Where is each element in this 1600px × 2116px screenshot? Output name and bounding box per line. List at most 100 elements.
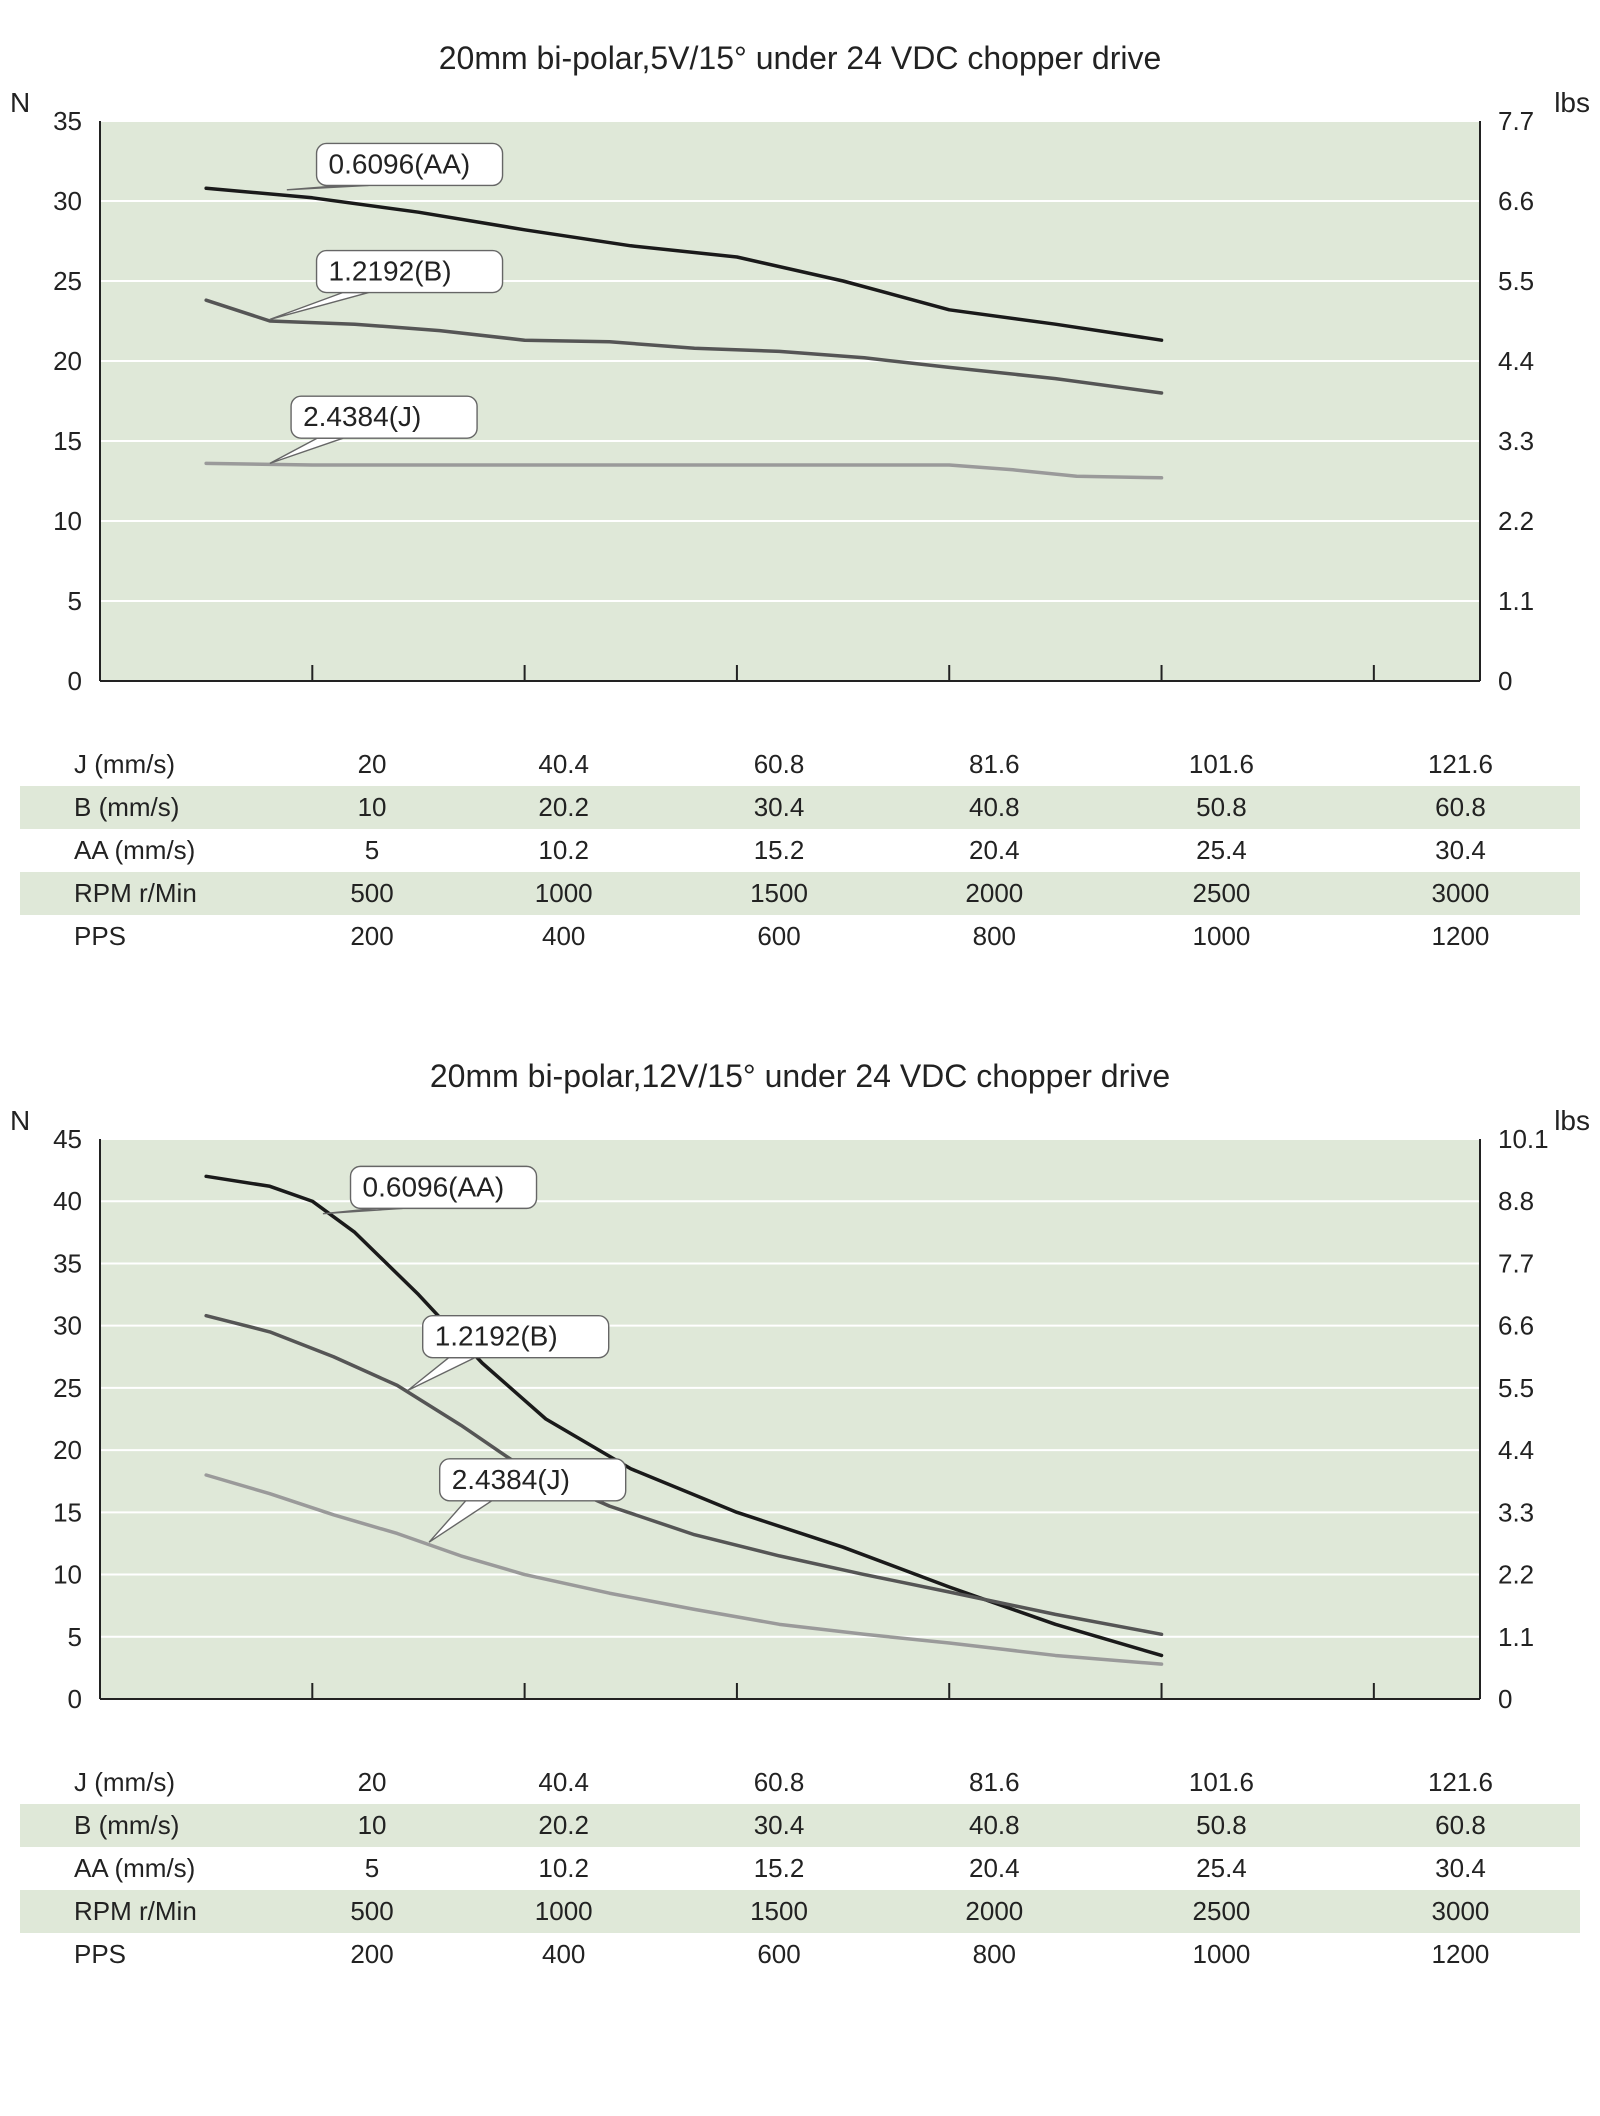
row-cell: 10 [288, 1804, 456, 1847]
chart-title: 20mm bi-polar,12V/15° under 24 VDC chopp… [20, 1058, 1580, 1095]
svg-text:30: 30 [53, 186, 82, 216]
row-cell: 200 [288, 1933, 456, 1976]
row-cell: 200 [288, 915, 456, 958]
table-row: AA (mm/s)510.215.220.425.430.4 [20, 1847, 1580, 1890]
row-cell: 20.4 [887, 829, 1102, 872]
svg-text:45: 45 [53, 1124, 82, 1154]
row-cell: 2000 [887, 1890, 1102, 1933]
table-row: J (mm/s)2040.460.881.6101.6121.6 [20, 743, 1580, 786]
row-cell: 600 [671, 915, 886, 958]
row-cell: 25.4 [1102, 829, 1341, 872]
chart-block: 20mm bi-polar,5V/15° under 24 VDC choppe… [20, 40, 1580, 958]
callout-J: 2.4384(J) [452, 1464, 570, 1495]
svg-text:5: 5 [68, 1622, 82, 1652]
chart-svg: 05101520253035404501.12.23.34.45.56.67.7… [20, 1109, 1580, 1749]
row-label: PPS [20, 915, 288, 958]
row-cell: 40.4 [456, 743, 671, 786]
callout-B: 1.2192(B) [435, 1321, 558, 1352]
svg-text:7.7: 7.7 [1498, 1248, 1534, 1278]
table-row: AA (mm/s)510.215.220.425.430.4 [20, 829, 1580, 872]
table-row: B (mm/s)1020.230.440.850.860.8 [20, 1804, 1580, 1847]
svg-text:10: 10 [53, 1560, 82, 1590]
callout-B: 1.2192(B) [329, 256, 452, 287]
row-label: AA (mm/s) [20, 1847, 288, 1890]
row-cell: 20.2 [456, 786, 671, 829]
row-cell: 500 [288, 1890, 456, 1933]
svg-text:2.2: 2.2 [1498, 506, 1534, 536]
row-cell: 60.8 [1341, 1804, 1580, 1847]
chart-block: 20mm bi-polar,12V/15° under 24 VDC chopp… [20, 1058, 1580, 1976]
row-cell: 81.6 [887, 743, 1102, 786]
row-cell: 10.2 [456, 829, 671, 872]
row-label: PPS [20, 1933, 288, 1976]
svg-text:35: 35 [53, 1248, 82, 1278]
row-label: J (mm/s) [20, 1761, 288, 1804]
row-cell: 121.6 [1341, 1761, 1580, 1804]
row-cell: 1500 [671, 1890, 886, 1933]
row-cell: 20 [288, 743, 456, 786]
row-cell: 2500 [1102, 1890, 1341, 1933]
svg-text:20: 20 [53, 1435, 82, 1465]
row-cell: 20.4 [887, 1847, 1102, 1890]
svg-text:6.6: 6.6 [1498, 1311, 1534, 1341]
x-axis-table: J (mm/s)2040.460.881.6101.6121.6B (mm/s)… [20, 1761, 1580, 1976]
svg-text:5.5: 5.5 [1498, 1373, 1534, 1403]
row-label: J (mm/s) [20, 743, 288, 786]
row-cell: 1200 [1341, 1933, 1580, 1976]
chart-wrap: Nlbs0510152025303501.12.23.34.45.56.67.7… [20, 91, 1580, 731]
row-cell: 121.6 [1341, 743, 1580, 786]
chart-title: 20mm bi-polar,5V/15° under 24 VDC choppe… [20, 40, 1580, 77]
row-cell: 10 [288, 786, 456, 829]
row-cell: 5 [288, 829, 456, 872]
table-row: RPM r/Min50010001500200025003000 [20, 1890, 1580, 1933]
row-cell: 3000 [1341, 872, 1580, 915]
svg-text:4.4: 4.4 [1498, 1435, 1534, 1465]
row-cell: 5 [288, 1847, 456, 1890]
row-cell: 101.6 [1102, 743, 1341, 786]
row-cell: 1000 [1102, 915, 1341, 958]
row-cell: 10.2 [456, 1847, 671, 1890]
table-row: PPS20040060080010001200 [20, 915, 1580, 958]
row-cell: 25.4 [1102, 1847, 1341, 1890]
row-cell: 60.8 [671, 743, 886, 786]
chart-svg: 0510152025303501.12.23.34.45.56.67.70.60… [20, 91, 1580, 731]
callout-AA: 0.6096(AA) [329, 148, 471, 179]
row-label: B (mm/s) [20, 786, 288, 829]
row-cell: 60.8 [671, 1761, 886, 1804]
y-left-unit: N [10, 87, 30, 119]
y-right-unit: lbs [1554, 87, 1590, 119]
svg-text:35: 35 [53, 106, 82, 136]
row-cell: 2500 [1102, 872, 1341, 915]
row-label: RPM r/Min [20, 1890, 288, 1933]
svg-text:20: 20 [53, 346, 82, 376]
row-cell: 1500 [671, 872, 886, 915]
svg-text:4.4: 4.4 [1498, 346, 1534, 376]
svg-text:0: 0 [68, 1684, 82, 1714]
svg-text:6.6: 6.6 [1498, 186, 1534, 216]
svg-text:15: 15 [53, 1497, 82, 1527]
row-cell: 20.2 [456, 1804, 671, 1847]
svg-text:25: 25 [53, 1373, 82, 1403]
callout-AA: 0.6096(AA) [363, 1171, 505, 1202]
table-row: PPS20040060080010001200 [20, 1933, 1580, 1976]
row-cell: 15.2 [671, 1847, 886, 1890]
y-right-unit: lbs [1554, 1105, 1590, 1137]
svg-text:8.8: 8.8 [1498, 1186, 1534, 1216]
row-cell: 1000 [456, 872, 671, 915]
row-cell: 1000 [1102, 1933, 1341, 1976]
row-cell: 1000 [456, 1890, 671, 1933]
table-row: RPM r/Min50010001500200025003000 [20, 872, 1580, 915]
row-cell: 400 [456, 915, 671, 958]
callout-J: 2.4384(J) [303, 401, 421, 432]
svg-text:1.1: 1.1 [1498, 586, 1534, 616]
row-cell: 600 [671, 1933, 886, 1976]
y-left-unit: N [10, 1105, 30, 1137]
row-cell: 15.2 [671, 829, 886, 872]
svg-text:0: 0 [68, 666, 82, 696]
svg-text:3.3: 3.3 [1498, 426, 1534, 456]
svg-text:40: 40 [53, 1186, 82, 1216]
svg-text:0: 0 [1498, 666, 1512, 696]
svg-text:5.5: 5.5 [1498, 266, 1534, 296]
svg-text:15: 15 [53, 426, 82, 456]
row-label: B (mm/s) [20, 1804, 288, 1847]
